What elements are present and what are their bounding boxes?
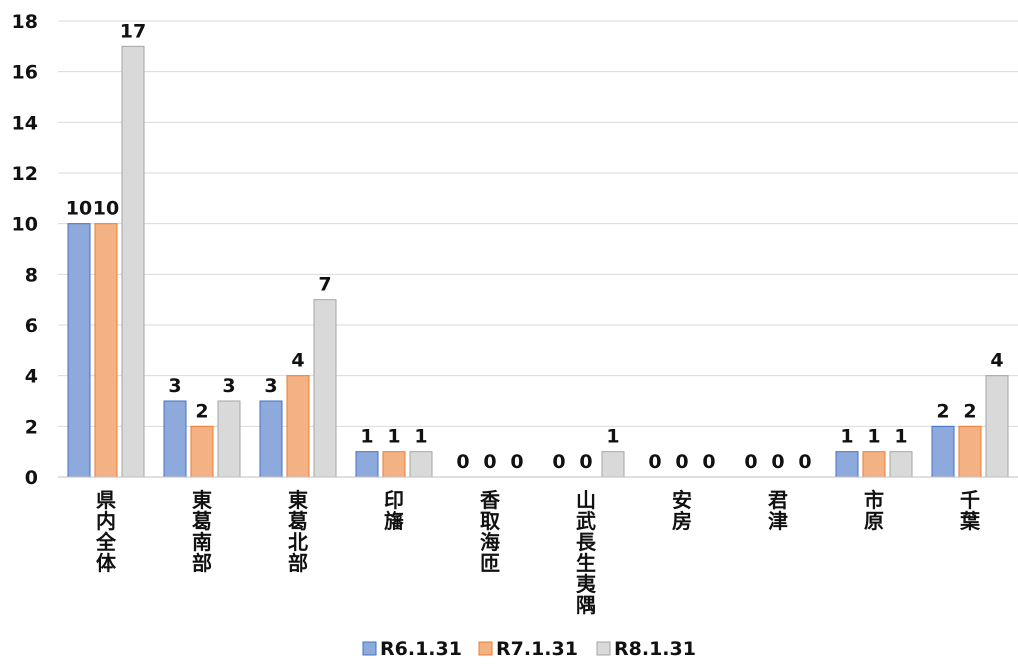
data-label: 0 (675, 451, 688, 473)
data-label: 4 (990, 350, 1003, 372)
data-label: 0 (552, 451, 565, 473)
category-labels: 県内全体 東葛南部 東葛北部 印旛 香取海匝 山武長生夷隅 安房 君津 市原 千葉 (95, 488, 981, 617)
data-label: 2 (963, 400, 976, 422)
y-tick-label: 6 (25, 315, 38, 337)
y-tick-label: 10 (12, 214, 38, 236)
data-label: 4 (291, 350, 304, 372)
data-label: 1 (360, 426, 373, 448)
bar (889, 451, 913, 478)
bar (931, 425, 955, 478)
data-label: 3 (222, 375, 235, 397)
bar (409, 451, 433, 478)
category-label: 山武長生夷隅 (576, 488, 597, 617)
category-label: 千葉 (959, 488, 981, 533)
y-axis-ticks: 0 2 4 6 8 10 12 14 16 18 (12, 11, 38, 489)
y-tick-label: 2 (25, 416, 38, 438)
category-label: 君津 (768, 488, 788, 533)
bar (286, 375, 310, 478)
data-label: 1 (867, 426, 880, 448)
legend-label: R7.1.31 (496, 638, 578, 660)
bar (958, 425, 982, 478)
category-label: 市原 (864, 488, 884, 533)
data-label: 0 (483, 451, 496, 473)
data-label: 0 (744, 451, 757, 473)
data-label: 17 (120, 20, 146, 42)
bar (835, 451, 859, 478)
data-label: 0 (579, 451, 592, 473)
bar (313, 299, 337, 478)
data-label: 0 (702, 451, 715, 473)
bars (67, 45, 1009, 478)
category-label: 香取海匝 (480, 488, 501, 575)
data-label: 3 (264, 375, 277, 397)
bar (985, 375, 1009, 478)
data-label: 1 (387, 426, 400, 448)
bar (67, 223, 91, 478)
bar (862, 451, 886, 478)
data-label: 0 (456, 451, 469, 473)
gridlines (58, 20, 1018, 427)
data-label: 2 (936, 400, 949, 422)
bar (601, 451, 625, 478)
data-label: 10 (66, 198, 92, 220)
bar (121, 45, 145, 478)
data-label: 1 (414, 426, 427, 448)
y-tick-label: 14 (12, 112, 38, 134)
y-tick-label: 16 (12, 62, 38, 84)
bar (217, 400, 241, 478)
bar (355, 451, 379, 478)
y-tick-label: 4 (25, 366, 38, 388)
data-label: 0 (510, 451, 523, 473)
bar (382, 451, 406, 478)
y-tick-label: 12 (12, 163, 38, 185)
data-label: 1 (894, 426, 907, 448)
data-label: 7 (318, 274, 331, 296)
category-label: 東葛南部 (191, 488, 212, 575)
data-label: 2 (195, 400, 208, 422)
category-label: 県内全体 (95, 488, 117, 575)
data-label: 10 (93, 198, 119, 220)
y-tick-label: 18 (12, 11, 38, 33)
data-label: 3 (168, 375, 181, 397)
data-label: 0 (771, 451, 784, 473)
y-tick-label: 8 (25, 264, 38, 286)
category-label: 東葛北部 (287, 488, 308, 575)
data-label: 1 (606, 426, 619, 448)
bar (190, 425, 214, 478)
legend-label: R6.1.31 (380, 638, 462, 660)
bar (163, 400, 187, 478)
category-label: 安房 (672, 488, 692, 533)
data-label: 0 (648, 451, 661, 473)
data-label: 0 (798, 451, 811, 473)
bar (259, 400, 283, 478)
legend-label: R8.1.31 (614, 638, 696, 660)
category-label: 印旛 (384, 488, 404, 533)
data-label: 1 (840, 426, 853, 448)
legend-swatch (478, 641, 493, 656)
legend-swatch (596, 641, 611, 656)
bar (94, 223, 118, 478)
legend-swatch (362, 641, 377, 656)
legend: R6.1.31 R7.1.31 R8.1.31 (362, 638, 696, 660)
y-tick-label: 0 (25, 467, 38, 489)
